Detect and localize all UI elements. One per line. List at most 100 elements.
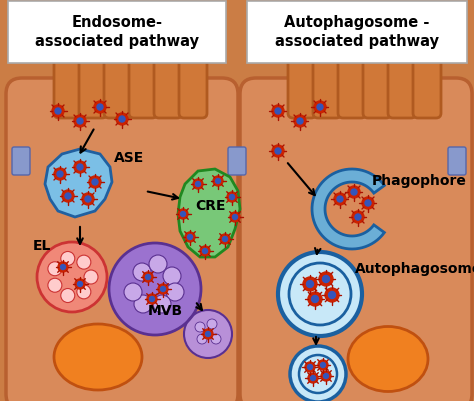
Circle shape	[206, 332, 210, 337]
Circle shape	[317, 105, 323, 111]
Circle shape	[124, 283, 142, 301]
Circle shape	[323, 374, 328, 379]
Circle shape	[195, 322, 205, 332]
FancyBboxPatch shape	[154, 47, 182, 119]
Circle shape	[77, 119, 83, 125]
Circle shape	[178, 209, 188, 219]
Text: Phagophore: Phagophore	[372, 174, 467, 188]
FancyBboxPatch shape	[79, 47, 107, 119]
Text: CRE: CRE	[195, 198, 226, 213]
Circle shape	[181, 212, 185, 217]
Circle shape	[233, 215, 237, 220]
Circle shape	[149, 297, 155, 302]
Ellipse shape	[348, 327, 428, 391]
Circle shape	[207, 319, 217, 329]
Circle shape	[74, 116, 86, 128]
Circle shape	[52, 106, 64, 118]
Text: EL: EL	[33, 239, 51, 252]
Text: Autophagosome -
associated pathway: Autophagosome - associated pathway	[275, 14, 439, 49]
Circle shape	[310, 376, 316, 381]
Circle shape	[200, 246, 210, 256]
Circle shape	[202, 249, 208, 254]
Circle shape	[48, 262, 62, 276]
Circle shape	[185, 233, 195, 242]
Circle shape	[365, 200, 371, 207]
Circle shape	[119, 117, 125, 123]
Circle shape	[77, 255, 91, 269]
Circle shape	[153, 295, 171, 313]
Circle shape	[222, 237, 228, 242]
Circle shape	[75, 279, 85, 289]
Circle shape	[322, 276, 329, 283]
FancyBboxPatch shape	[448, 148, 466, 176]
Circle shape	[116, 114, 128, 126]
Circle shape	[97, 105, 103, 111]
Circle shape	[158, 284, 168, 294]
Circle shape	[48, 279, 62, 292]
Circle shape	[290, 346, 346, 401]
FancyBboxPatch shape	[8, 2, 226, 64]
Circle shape	[61, 252, 75, 266]
Circle shape	[163, 267, 181, 285]
Circle shape	[89, 176, 101, 188]
Circle shape	[294, 116, 306, 128]
Circle shape	[278, 252, 362, 336]
Circle shape	[355, 215, 361, 221]
Circle shape	[211, 334, 221, 344]
Circle shape	[362, 198, 374, 209]
FancyBboxPatch shape	[413, 47, 441, 119]
Circle shape	[230, 213, 240, 223]
FancyBboxPatch shape	[388, 47, 416, 119]
Circle shape	[82, 194, 94, 205]
Circle shape	[348, 186, 360, 198]
Circle shape	[74, 162, 86, 174]
Ellipse shape	[54, 324, 142, 390]
Circle shape	[85, 196, 91, 203]
FancyBboxPatch shape	[104, 47, 132, 119]
Circle shape	[305, 362, 315, 372]
FancyBboxPatch shape	[247, 2, 467, 64]
Circle shape	[334, 194, 346, 205]
Circle shape	[61, 289, 75, 303]
Text: Autophagosome: Autophagosome	[355, 261, 474, 275]
Circle shape	[147, 294, 157, 304]
Circle shape	[57, 172, 63, 178]
Circle shape	[197, 334, 207, 344]
Polygon shape	[45, 150, 112, 217]
Circle shape	[61, 265, 65, 270]
Circle shape	[220, 235, 230, 244]
Circle shape	[308, 373, 318, 383]
Circle shape	[352, 211, 364, 223]
FancyBboxPatch shape	[240, 79, 472, 401]
FancyBboxPatch shape	[228, 148, 246, 176]
Circle shape	[166, 283, 184, 301]
Circle shape	[314, 102, 326, 114]
FancyBboxPatch shape	[313, 47, 341, 119]
Circle shape	[272, 106, 284, 118]
Circle shape	[84, 270, 98, 284]
FancyBboxPatch shape	[179, 47, 207, 119]
Circle shape	[308, 365, 312, 370]
Circle shape	[303, 277, 317, 291]
FancyBboxPatch shape	[129, 47, 157, 119]
Circle shape	[325, 288, 339, 302]
Circle shape	[92, 180, 98, 186]
Circle shape	[307, 281, 313, 288]
Circle shape	[133, 263, 151, 281]
Circle shape	[319, 272, 333, 286]
Circle shape	[62, 190, 74, 203]
Circle shape	[297, 119, 303, 125]
FancyBboxPatch shape	[6, 79, 238, 401]
Circle shape	[195, 182, 201, 187]
Circle shape	[272, 146, 284, 158]
Circle shape	[78, 282, 82, 287]
Circle shape	[227, 192, 237, 203]
Circle shape	[77, 285, 91, 299]
Circle shape	[65, 194, 71, 200]
Text: MVB: MVB	[148, 303, 183, 317]
Circle shape	[308, 292, 322, 306]
Circle shape	[311, 296, 319, 303]
Circle shape	[37, 242, 107, 312]
Circle shape	[321, 371, 331, 381]
Circle shape	[161, 287, 165, 292]
